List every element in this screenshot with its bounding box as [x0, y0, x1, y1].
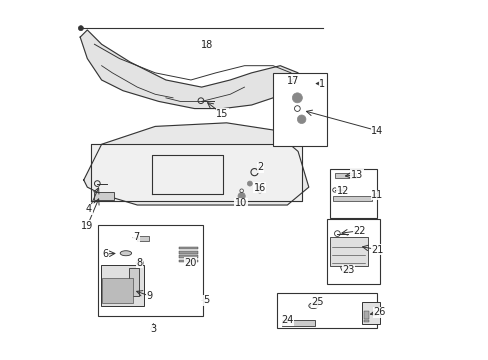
Ellipse shape — [340, 255, 349, 273]
Text: 5: 5 — [203, 296, 208, 305]
Text: 12: 12 — [336, 186, 348, 196]
Text: 19: 19 — [81, 221, 93, 231]
Text: 11: 11 — [370, 190, 383, 200]
Bar — [179, 260, 197, 262]
Bar — [129, 268, 139, 296]
Bar — [178, 243, 198, 264]
Text: 3: 3 — [150, 324, 156, 334]
Ellipse shape — [308, 303, 317, 309]
Circle shape — [247, 181, 252, 186]
Text: 20: 20 — [183, 258, 196, 268]
Bar — [179, 251, 197, 253]
Circle shape — [292, 93, 302, 103]
Circle shape — [238, 193, 244, 200]
Bar — [101, 265, 144, 306]
Bar — [272, 73, 326, 146]
Circle shape — [297, 115, 305, 123]
Text: 1: 1 — [319, 78, 325, 89]
Polygon shape — [80, 30, 298, 109]
Text: 25: 25 — [311, 297, 324, 307]
Bar — [332, 196, 371, 202]
Bar — [329, 237, 367, 266]
Text: 23: 23 — [342, 265, 354, 275]
Bar — [334, 173, 355, 178]
Bar — [363, 311, 368, 319]
Text: 4: 4 — [86, 204, 92, 214]
Bar — [137, 237, 148, 241]
Text: 13: 13 — [350, 170, 363, 180]
Circle shape — [136, 259, 143, 266]
Ellipse shape — [194, 298, 203, 303]
Bar — [102, 278, 133, 303]
Text: 24: 24 — [281, 315, 293, 325]
Text: 14: 14 — [370, 126, 383, 136]
Text: 7: 7 — [133, 232, 140, 242]
Bar — [362, 302, 379, 324]
Text: 18: 18 — [201, 40, 213, 50]
Text: 9: 9 — [146, 291, 153, 301]
Text: 6: 6 — [102, 249, 109, 259]
Bar — [281, 320, 314, 327]
Text: 21: 21 — [370, 245, 383, 255]
Bar — [94, 192, 114, 200]
Polygon shape — [83, 123, 308, 205]
Text: 22: 22 — [352, 226, 365, 236]
Bar — [179, 247, 197, 249]
Circle shape — [78, 26, 83, 31]
Text: 2: 2 — [257, 162, 263, 172]
Text: 16: 16 — [253, 183, 265, 193]
Text: 17: 17 — [286, 76, 298, 86]
Text: 8: 8 — [137, 258, 142, 268]
Text: 15: 15 — [216, 109, 228, 119]
Ellipse shape — [120, 251, 131, 256]
Bar — [326, 219, 380, 284]
Bar — [363, 320, 368, 322]
Text: 26: 26 — [372, 307, 385, 317]
Text: 10: 10 — [234, 198, 246, 208]
Bar — [179, 255, 197, 258]
Bar — [98, 225, 203, 316]
Bar — [329, 169, 376, 217]
Polygon shape — [91, 144, 301, 202]
Bar — [276, 293, 376, 328]
